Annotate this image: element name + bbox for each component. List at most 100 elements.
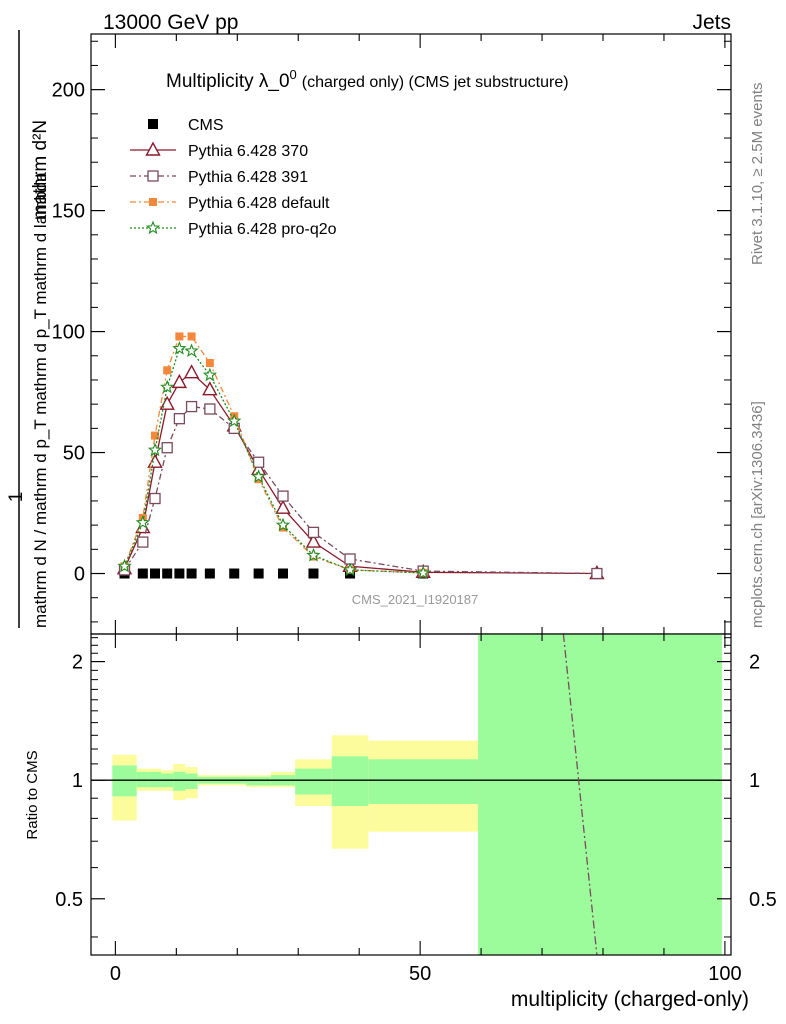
data-point bbox=[227, 413, 242, 428]
main-panel-frame bbox=[90, 33, 732, 635]
data-point bbox=[172, 341, 187, 355]
ratio-lines bbox=[91, 634, 731, 955]
data-point bbox=[173, 413, 186, 425]
data-point bbox=[149, 492, 161, 505]
y-tick-label: 200 bbox=[52, 80, 85, 102]
ratio-y-tick-label: 1 bbox=[72, 770, 83, 792]
y-tick-label: 0 bbox=[74, 564, 85, 586]
data-point bbox=[175, 332, 184, 341]
data-point bbox=[151, 431, 159, 440]
chart-title-sup: 0 bbox=[290, 67, 297, 82]
inner-band bbox=[148, 771, 162, 788]
y-tick-label: 50 bbox=[63, 443, 85, 465]
legend-label: Pythia 6.428 370 bbox=[188, 143, 308, 160]
data-point bbox=[202, 381, 218, 396]
y-tick-label: 150 bbox=[52, 201, 85, 223]
analysis-watermark: CMS_2021_I1920187 bbox=[352, 592, 479, 607]
data-point bbox=[161, 442, 173, 454]
legend-entry: CMS bbox=[148, 117, 224, 134]
data-point bbox=[278, 568, 288, 579]
data-point bbox=[183, 364, 200, 379]
header-left: 13000 GeV pp bbox=[103, 11, 238, 34]
ratio-y-tick-label: 0.5 bbox=[55, 889, 83, 911]
data-point bbox=[137, 568, 148, 579]
ratio-y-tick-label-right: 0.5 bbox=[749, 889, 777, 911]
ratio-panel: 0.5 0.5 1 1 2 2 0 50 100 bbox=[55, 633, 777, 985]
ratio-y-tick-label-right: 1 bbox=[749, 770, 760, 792]
ratio-series-line bbox=[562, 634, 598, 955]
legend: CMS Pythia 6.428 370 Pythia 6.428 391 Pythi… bbox=[130, 117, 337, 238]
chart-title: Multiplicity λ_00 (charged only) (CMS jet… bbox=[166, 67, 569, 92]
x-tick-label: 0 bbox=[110, 963, 121, 985]
series-3 bbox=[120, 332, 428, 577]
inner-band bbox=[295, 768, 332, 795]
chart-title-suffix: (charged only) (CMS jet substructure) bbox=[302, 74, 569, 91]
data-point bbox=[277, 490, 289, 502]
legend-marker bbox=[145, 220, 161, 235]
y-axis-label-numerator: mathrm d²N bbox=[30, 120, 51, 220]
data-point bbox=[204, 403, 216, 415]
data-point bbox=[275, 517, 291, 532]
data-point bbox=[185, 400, 198, 413]
data-point bbox=[252, 456, 265, 468]
data-point bbox=[162, 568, 173, 579]
data-point bbox=[275, 499, 291, 514]
data-point bbox=[202, 367, 217, 382]
x-tick-label: 50 bbox=[409, 963, 431, 985]
data-point bbox=[160, 379, 175, 394]
legend-label: Pythia 6.428 default bbox=[188, 195, 330, 212]
data-point bbox=[135, 515, 150, 529]
legend-marker bbox=[145, 141, 161, 156]
ratio-y-tick-label: 2 bbox=[72, 652, 83, 674]
x-axis-label: multiplicity (charged-only) bbox=[511, 988, 749, 1011]
data-point bbox=[174, 568, 185, 579]
inner-band bbox=[185, 773, 198, 789]
data-point bbox=[184, 343, 199, 358]
data-point bbox=[117, 558, 132, 573]
y-tick-label: 100 bbox=[52, 322, 85, 344]
rivet-version-label: Rivet 3.1.10, ≥ 2.5M events bbox=[749, 83, 766, 266]
mcplots-label: mcplots.cern.ch [arXiv:1306.3436] bbox=[749, 401, 766, 628]
data-point bbox=[147, 442, 163, 457]
data-point bbox=[253, 568, 264, 579]
data-point bbox=[205, 359, 214, 368]
data-point bbox=[204, 568, 215, 579]
ratio-panel-frame bbox=[90, 633, 732, 956]
legend-marker bbox=[147, 170, 159, 182]
inner-band bbox=[136, 771, 149, 788]
data-point bbox=[305, 533, 322, 548]
data-point bbox=[229, 568, 240, 579]
data-point bbox=[163, 366, 172, 375]
data-point bbox=[147, 453, 163, 468]
ratio-uncertainty-bands bbox=[112, 634, 722, 955]
inner-band bbox=[173, 771, 186, 791]
legend-marker bbox=[149, 198, 157, 206]
legend-entry: Pythia 6.428 391 bbox=[130, 169, 308, 186]
y-axis-label-group: 1 mathrm d²N mathrm d N / mathrm d p_T m… bbox=[6, 30, 51, 628]
header-right: Jets bbox=[692, 11, 731, 34]
main-series-group bbox=[116, 332, 605, 580]
inner-band bbox=[246, 776, 271, 786]
series-2 bbox=[118, 400, 603, 580]
inner-band bbox=[478, 634, 722, 955]
data-point bbox=[308, 568, 319, 579]
legend-marker bbox=[148, 119, 158, 129]
series-line bbox=[123, 405, 597, 575]
ratio-y-tick-label-right: 2 bbox=[749, 652, 760, 674]
series-1 bbox=[116, 364, 605, 580]
series-line bbox=[123, 347, 424, 574]
data-point bbox=[342, 562, 358, 576]
y-axis-label-denominator: mathrm d N / mathrm d p_T mathrm d p_T m… bbox=[31, 172, 50, 628]
data-point bbox=[251, 469, 266, 483]
inner-band bbox=[112, 765, 137, 797]
data-point bbox=[187, 332, 196, 341]
ratio-axis-ticks: 0.5 0.5 1 1 2 2 0 50 100 bbox=[55, 634, 777, 985]
data-point bbox=[186, 568, 197, 579]
legend-entry: Pythia 6.428 pro-q2o bbox=[130, 220, 337, 238]
data-point bbox=[591, 567, 603, 580]
y-axis-label-one: 1 bbox=[6, 492, 27, 503]
main-axis-ticks: 0 50 100 150 200 bbox=[52, 34, 731, 634]
inner-band bbox=[368, 759, 479, 805]
x-tick-label: 100 bbox=[708, 963, 741, 985]
